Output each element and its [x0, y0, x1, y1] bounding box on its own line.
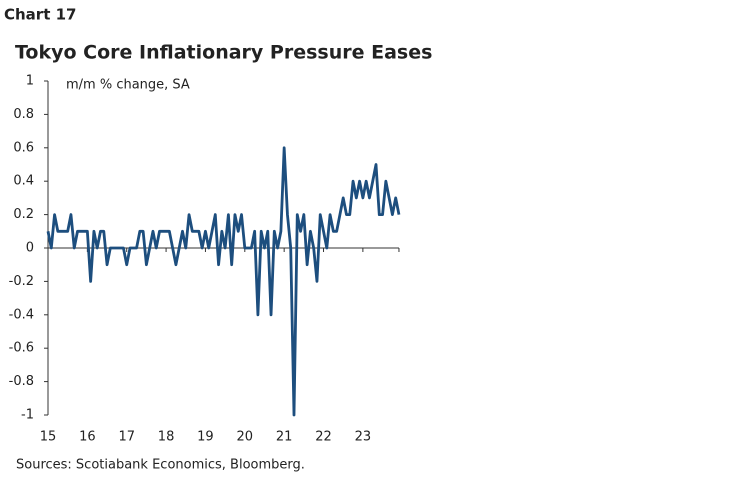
x-tick-label: 23 [355, 430, 372, 445]
y-axis-label: m/m % change, SA [66, 78, 190, 93]
chart-number: Chart 17 [4, 6, 76, 24]
y-tick-label: -0.6 [9, 341, 34, 356]
y-tick-label: 1 [26, 74, 34, 89]
x-tick-label: 22 [315, 430, 332, 445]
chart-title: Tokyo Core Inflationary Pressure Eases [15, 42, 432, 64]
x-tick-label: 19 [197, 430, 214, 445]
y-tick-label: 0 [26, 241, 34, 256]
y-tick-label: -0.2 [9, 274, 34, 289]
y-tick-label: 0.8 [13, 107, 34, 122]
y-tick-label: -1 [21, 408, 34, 423]
x-tick-label: 15 [40, 430, 57, 445]
data-line [46, 146, 401, 417]
y-tick-label: 0.6 [13, 140, 34, 155]
source: Sources: Scotiabank Economics, Bloomberg… [16, 458, 305, 473]
x-tick-label: 20 [237, 430, 254, 445]
x-tick-label: 21 [276, 430, 293, 445]
y-tick-label: -0.4 [9, 307, 34, 322]
x-tick-label: 16 [79, 430, 96, 445]
y-tick-label: 0.4 [13, 174, 34, 189]
x-tick-label: 18 [158, 430, 175, 445]
y-tick-label: 0.2 [13, 207, 34, 222]
y-tick-label: -0.8 [9, 374, 34, 389]
x-tick-label: 17 [118, 430, 135, 445]
